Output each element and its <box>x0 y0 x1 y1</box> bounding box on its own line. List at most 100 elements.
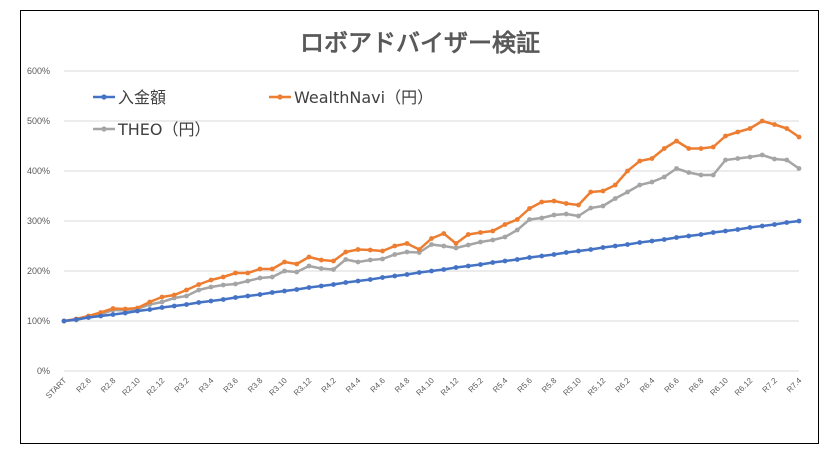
data-point <box>429 236 434 241</box>
data-point <box>490 260 496 265</box>
data-point <box>600 203 606 209</box>
legend-label: 入金額 <box>118 88 166 107</box>
data-point <box>661 174 667 180</box>
y-tick-label: 0% <box>37 366 50 376</box>
data-point <box>612 182 618 188</box>
data-point <box>441 267 447 272</box>
data-point <box>257 266 263 272</box>
data-point <box>759 223 765 229</box>
data-point <box>306 263 312 269</box>
data-point <box>294 269 300 275</box>
data-point <box>588 189 594 195</box>
data-point <box>661 237 667 242</box>
data-point <box>220 274 226 280</box>
data-point <box>86 315 91 320</box>
data-point <box>576 213 581 219</box>
data-point <box>159 294 165 300</box>
data-point <box>588 247 594 252</box>
series-lines <box>61 118 802 324</box>
data-point <box>527 255 532 260</box>
legend-label: WealthNavi（円） <box>294 88 433 107</box>
data-point <box>404 241 410 246</box>
x-tick-label: R3.12 <box>292 376 314 398</box>
x-tick-label: R3.4 <box>197 376 216 395</box>
data-point <box>245 278 251 284</box>
data-point <box>710 172 716 178</box>
data-point <box>184 302 189 307</box>
data-point <box>429 242 434 247</box>
data-point <box>710 144 716 150</box>
data-point <box>208 284 214 290</box>
data-point <box>686 146 692 151</box>
data-point <box>772 156 777 162</box>
data-point <box>184 293 189 299</box>
data-point <box>796 134 802 140</box>
data-point <box>723 157 728 163</box>
data-point <box>282 268 287 274</box>
data-point <box>404 249 410 255</box>
data-point <box>502 234 508 240</box>
data-point <box>294 287 300 292</box>
data-point <box>600 188 606 194</box>
data-point <box>441 243 447 249</box>
data-point <box>220 282 226 288</box>
data-point <box>551 252 557 257</box>
data-point <box>698 232 704 237</box>
x-tick-label: R5.2 <box>467 376 486 395</box>
data-point <box>649 238 655 244</box>
data-point <box>723 228 728 234</box>
data-point <box>196 282 202 287</box>
data-point <box>171 303 177 309</box>
data-point <box>747 154 753 160</box>
data-point <box>796 166 802 171</box>
data-point <box>674 235 679 240</box>
data-point <box>551 198 557 204</box>
data-point <box>576 248 581 254</box>
x-tick-label: R4.4 <box>344 376 363 395</box>
data-point <box>600 245 606 250</box>
data-point <box>527 217 532 222</box>
x-tick-label: R2.10 <box>120 376 142 398</box>
legend-swatch-marker <box>101 126 107 132</box>
data-point <box>245 270 251 276</box>
data-point <box>735 156 741 161</box>
x-tick-label: R6.4 <box>638 376 657 395</box>
data-point <box>453 241 459 246</box>
data-point <box>514 217 520 222</box>
data-point <box>661 146 667 151</box>
data-point <box>233 295 238 300</box>
data-point <box>380 275 385 280</box>
data-point <box>380 248 385 254</box>
data-point <box>147 299 153 305</box>
chart-area: ロボアドバイザー検証 0% 100% 200% 300% 400% 500% 600% ST… <box>20 10 819 444</box>
data-point <box>343 257 349 262</box>
data-point <box>625 168 630 174</box>
data-point <box>98 313 104 319</box>
data-point <box>110 306 116 311</box>
data-point <box>355 247 361 252</box>
data-point <box>257 292 263 297</box>
x-tick-label: R4.10 <box>414 376 436 398</box>
data-point <box>416 270 422 275</box>
line-chart: ロボアドバイザー検証 0% 100% 200% 300% 400% 500% 600% ST… <box>27 29 804 400</box>
data-point <box>135 308 140 314</box>
data-point <box>723 133 728 139</box>
data-point <box>331 258 336 264</box>
data-point <box>478 230 483 235</box>
data-point <box>233 281 238 287</box>
data-point <box>539 215 545 221</box>
x-tick-label: R4.12 <box>439 376 461 398</box>
x-tick-label: R4.8 <box>393 376 412 395</box>
data-point <box>196 287 202 293</box>
data-point <box>73 317 79 322</box>
gridlines <box>64 70 799 372</box>
data-point <box>588 205 594 211</box>
chart-title: ロボアドバイザー検証 <box>300 29 540 57</box>
data-point <box>563 250 569 255</box>
data-point <box>196 300 202 305</box>
data-point <box>269 274 275 280</box>
y-tick-label: 400% <box>27 166 50 176</box>
data-point <box>318 266 324 271</box>
x-tick-label: R7.4 <box>785 376 804 395</box>
legend-swatch-marker <box>277 94 283 100</box>
